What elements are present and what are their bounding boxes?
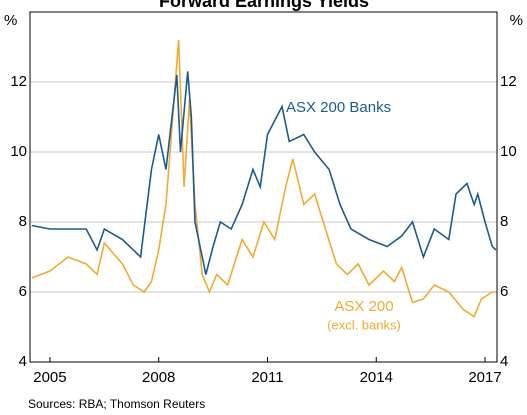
y-tick-label: 10 — [10, 143, 27, 160]
y-tick-label: 4 — [19, 353, 27, 370]
series-label: ASX 200 — [334, 298, 393, 315]
source: Sources: RBA; Thomson Reuters — [28, 397, 205, 411]
y-tick-label-right: 6 — [500, 283, 508, 300]
x-tick-label: 2011 — [251, 369, 283, 386]
series-line — [31, 39, 496, 318]
y-tick-label: 12 — [10, 73, 27, 90]
x-tick-label: 2005 — [33, 369, 66, 386]
y-tick-label-right: 12 — [500, 73, 517, 90]
series-note: (excl. banks) — [327, 317, 401, 332]
series-label: ASX 200 Banks — [286, 99, 391, 116]
x-tick-label: 2008 — [142, 369, 175, 386]
y-unit-right: % — [510, 12, 523, 29]
y-tick-label: 6 — [19, 283, 27, 300]
y-tick-label-right: 10 — [500, 143, 517, 160]
y-tick-label: 8 — [19, 213, 27, 230]
x-tick-label: 2017 — [468, 369, 501, 386]
y-unit-left: % — [4, 12, 17, 29]
y-tick-label-right: 4 — [500, 353, 508, 370]
chart-title: Forward Earnings Yields — [159, 0, 369, 11]
y-tick-label-right: 8 — [500, 213, 508, 230]
plot-frame — [29, 11, 498, 363]
series-line — [31, 71, 497, 275]
x-tick-label: 2014 — [360, 369, 393, 386]
